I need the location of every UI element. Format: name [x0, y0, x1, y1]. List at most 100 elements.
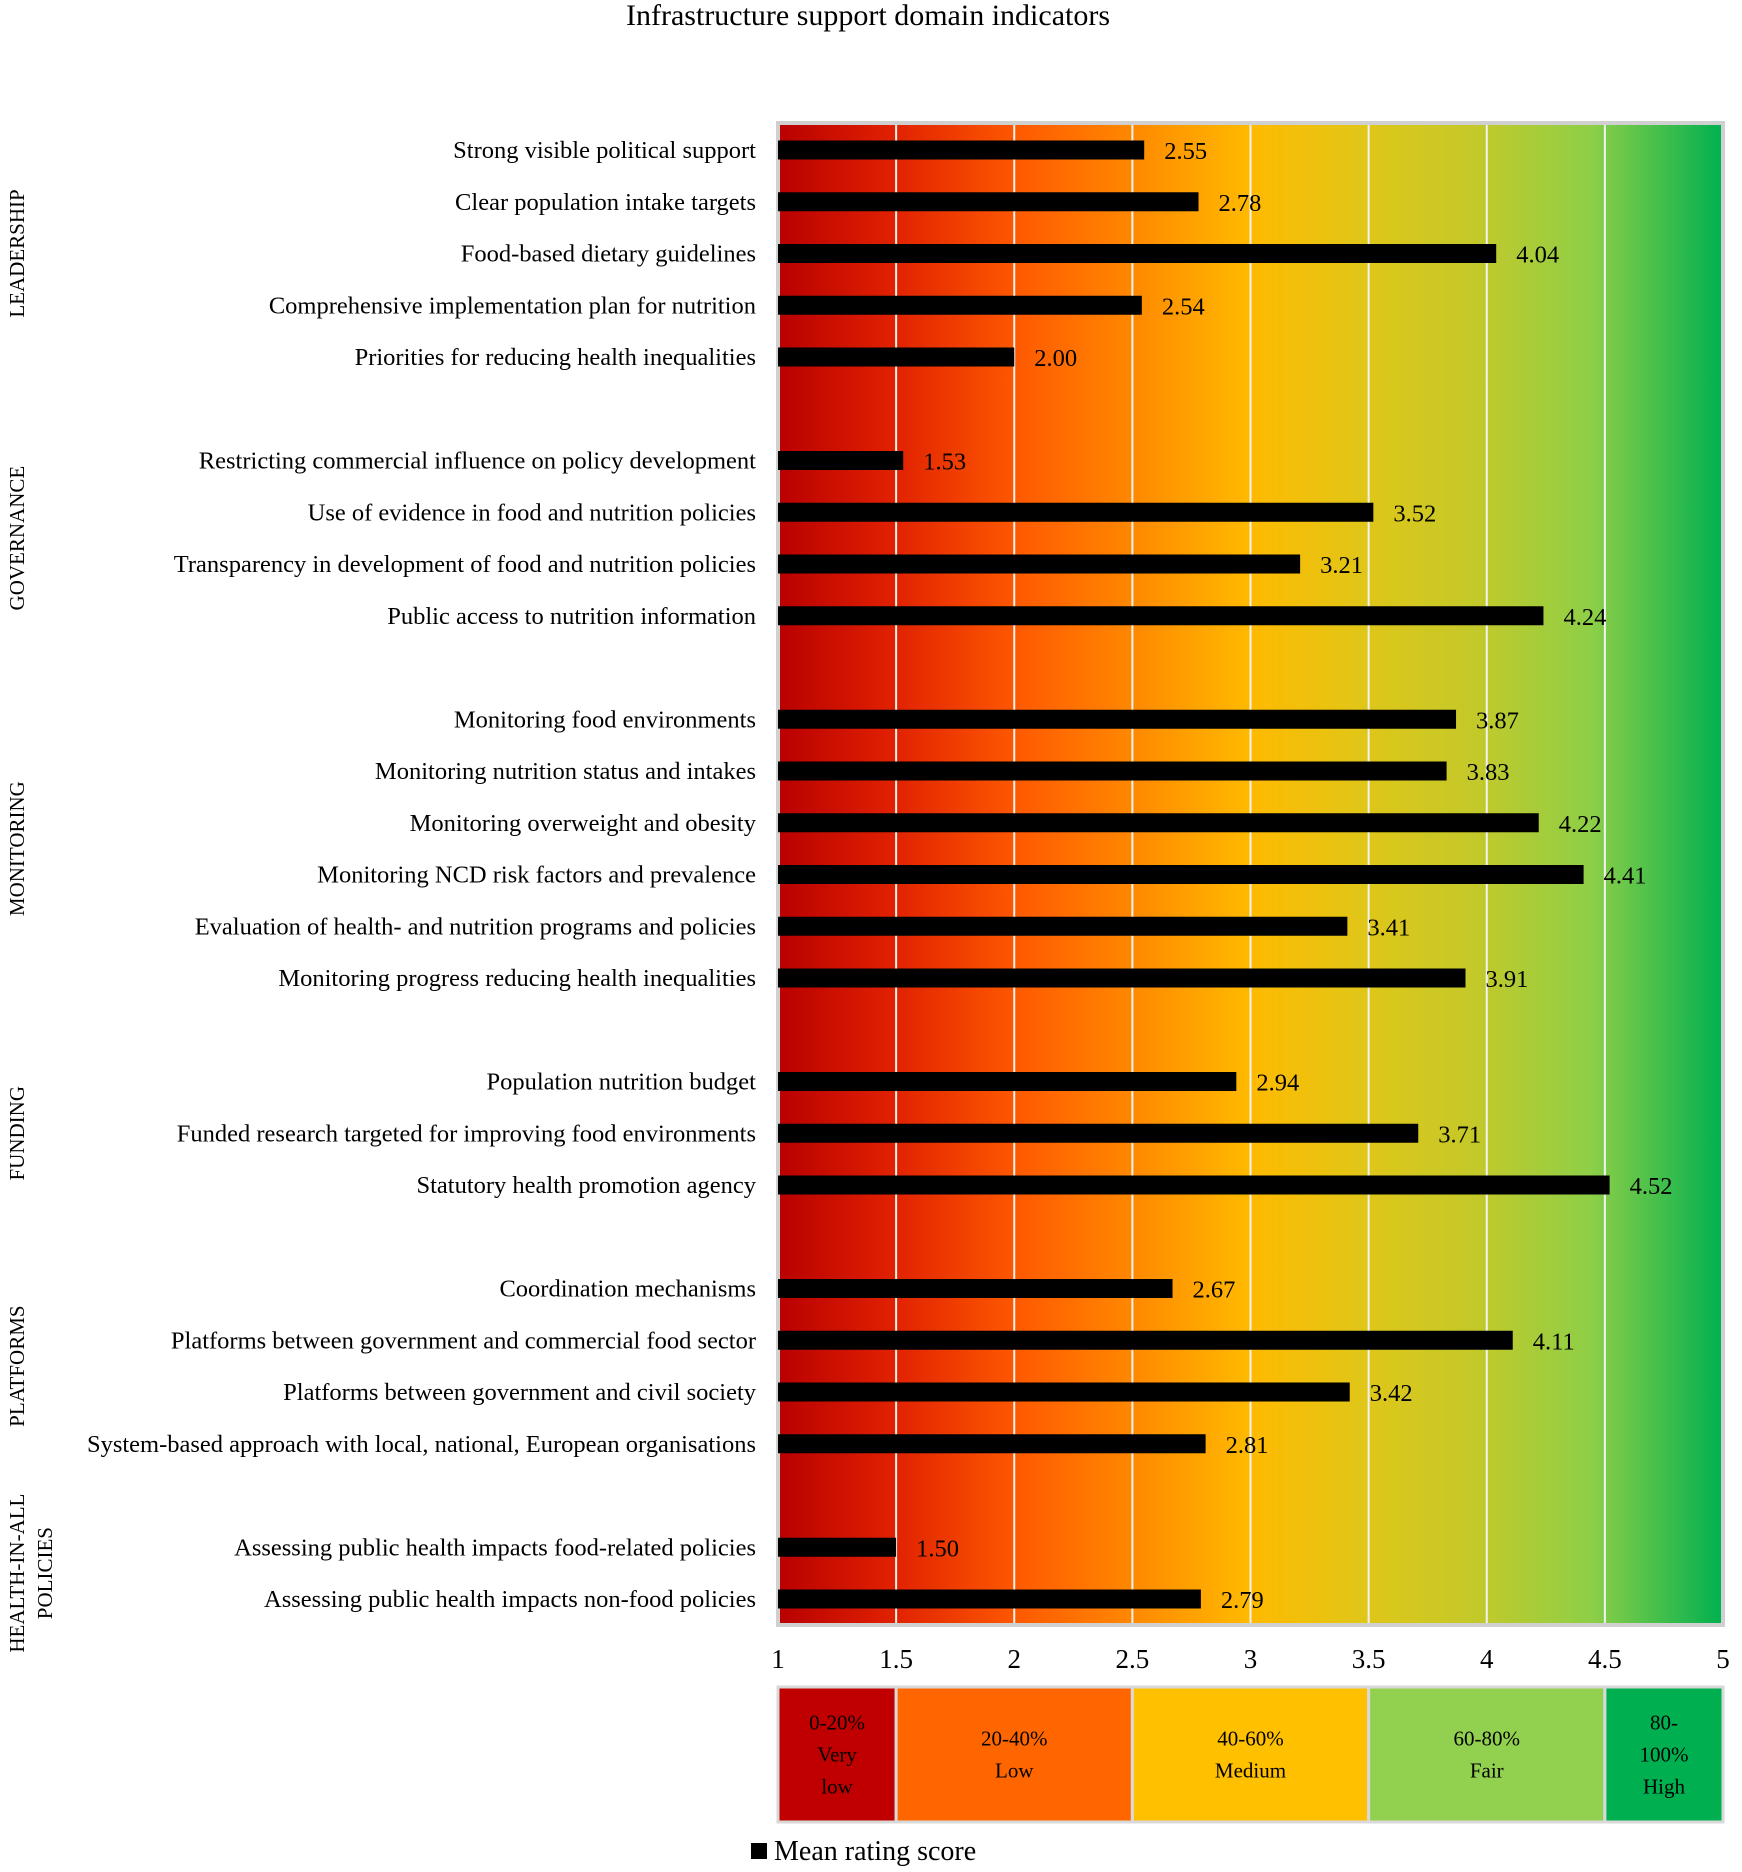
- bar: [778, 916, 1348, 936]
- category-label: Statutory health promotion agency: [416, 1172, 756, 1199]
- band-swatch: [1130, 1685, 1371, 1824]
- category-label: Platforms between government and commerc…: [171, 1327, 756, 1354]
- category-label: Strong visible political support: [453, 137, 756, 164]
- bar: [778, 192, 1199, 212]
- bar: [778, 451, 904, 470]
- value-label: 3.71: [1438, 1121, 1481, 1148]
- bar: [778, 606, 1544, 626]
- value-label: 2.81: [1226, 1432, 1269, 1459]
- category-label: Monitoring food environments: [454, 706, 756, 733]
- x-tick-label: 4.5: [1588, 1644, 1622, 1674]
- chart-title: Infrastructure support domain indicators: [626, 0, 1110, 32]
- x-tick-label: 3: [1244, 1644, 1258, 1674]
- category-label: Use of evidence in food and nutrition po…: [308, 499, 756, 526]
- band-label: 60-80% Fair: [1454, 1727, 1521, 1783]
- category-label: Assessing public health impacts non-food…: [264, 1586, 756, 1613]
- x-tick-label: 2.5: [1116, 1644, 1150, 1674]
- bar: [778, 1123, 1419, 1143]
- x-tick-label: 5: [1716, 1644, 1730, 1674]
- value-label: 4.22: [1559, 811, 1602, 838]
- x-tick-label: 2: [1008, 1644, 1022, 1674]
- category-label: Population nutrition budget: [487, 1069, 757, 1096]
- x-tick-label: 3.5: [1352, 1644, 1386, 1674]
- bar: [778, 813, 1539, 833]
- value-label: 4.11: [1533, 1328, 1575, 1355]
- bar: [778, 1175, 1610, 1195]
- value-label: 2.67: [1193, 1277, 1236, 1304]
- value-label: 2.00: [1034, 345, 1077, 372]
- bar: [778, 761, 1447, 781]
- bar: [778, 968, 1466, 988]
- value-label: 3.42: [1370, 1380, 1413, 1407]
- x-tick-label: 1: [771, 1644, 785, 1674]
- bar: [778, 295, 1142, 315]
- bar: [778, 1279, 1173, 1298]
- category-label: Food-based dietary guidelines: [461, 241, 756, 268]
- value-label: 2.79: [1221, 1587, 1264, 1614]
- category-label: Priorities for reducing health inequalit…: [355, 344, 756, 371]
- band-label: 20-40% Low: [981, 1727, 1048, 1783]
- category-label: Monitoring overweight and obesity: [410, 810, 757, 837]
- category-label: Comprehensive implementation plan for nu…: [269, 292, 756, 319]
- category-label: Funded research targeted for improving f…: [177, 1120, 756, 1147]
- value-label: 4.04: [1516, 242, 1559, 269]
- category-label: Transparency in development of food and …: [174, 551, 756, 578]
- band-label: 80-100% High: [1639, 1711, 1688, 1799]
- value-label: 2.94: [1256, 1070, 1299, 1097]
- group-label: PLATFORMS: [5, 1305, 29, 1426]
- group-label: GOVERNANCE: [5, 466, 29, 611]
- bar: [778, 1537, 897, 1557]
- value-label: 1.53: [923, 449, 966, 476]
- group-label: LEADERSHIP: [5, 189, 29, 317]
- category-label: Platforms between government and civil s…: [283, 1379, 757, 1406]
- legend-swatch: [751, 1843, 767, 1859]
- value-label: 3.52: [1393, 500, 1436, 527]
- value-label: 2.78: [1219, 190, 1262, 217]
- bar: [778, 1434, 1206, 1454]
- bar: [778, 865, 1584, 884]
- legend: Mean rating score: [751, 1836, 976, 1867]
- category-label: Restricting commercial influence on poli…: [199, 448, 756, 475]
- bar: [778, 244, 1497, 263]
- group-label: FUNDING: [5, 1086, 29, 1181]
- bar: [778, 1330, 1513, 1350]
- band-swatch: [1367, 1685, 1607, 1824]
- band-label: 40-60% Medium: [1215, 1727, 1286, 1783]
- band-label: 0-20% Very low: [809, 1711, 865, 1799]
- bar: [778, 1072, 1237, 1091]
- bar: [778, 347, 1015, 367]
- x-tick-label: 4: [1480, 1644, 1494, 1674]
- category-label: Clear population intake targets: [455, 189, 756, 216]
- value-label: 1.50: [916, 1535, 959, 1562]
- category-label: Monitoring NCD risk factors and prevalen…: [317, 862, 756, 889]
- band-swatch: [776, 1685, 898, 1824]
- bar: [778, 1589, 1201, 1609]
- value-label: 3.21: [1320, 552, 1363, 579]
- value-label: 2.54: [1162, 293, 1205, 320]
- bar: [778, 1382, 1350, 1402]
- bar: [778, 709, 1457, 729]
- group-label: HEALTH-IN-ALL POLICIES: [5, 1494, 57, 1653]
- value-label: 2.55: [1164, 138, 1207, 165]
- group-label: MONITORING: [5, 781, 29, 916]
- value-label: 3.83: [1467, 759, 1510, 786]
- value-label: 3.87: [1476, 707, 1519, 734]
- category-label: Evaluation of health- and nutrition prog…: [195, 913, 756, 940]
- bar: [778, 554, 1301, 574]
- category-label: Public access to nutrition information: [387, 603, 756, 630]
- x-tick-label: 1.5: [879, 1644, 913, 1674]
- bar: [778, 140, 1145, 160]
- value-label: 4.24: [1563, 604, 1606, 631]
- category-label: Assessing public health impacts food-rel…: [234, 1534, 756, 1561]
- category-label: Coordination mechanisms: [499, 1276, 756, 1303]
- band-swatch: [1603, 1685, 1725, 1824]
- value-label: 3.41: [1367, 914, 1410, 941]
- category-label: Monitoring progress reducing health ineq…: [278, 965, 756, 992]
- category-label: System-based approach with local, nation…: [87, 1431, 756, 1458]
- band-swatch: [894, 1685, 1134, 1824]
- value-label: 4.41: [1604, 863, 1647, 890]
- value-label: 4.52: [1630, 1173, 1673, 1200]
- category-label: Monitoring nutrition status and intakes: [375, 758, 756, 785]
- legend-label: Mean rating score: [774, 1836, 976, 1867]
